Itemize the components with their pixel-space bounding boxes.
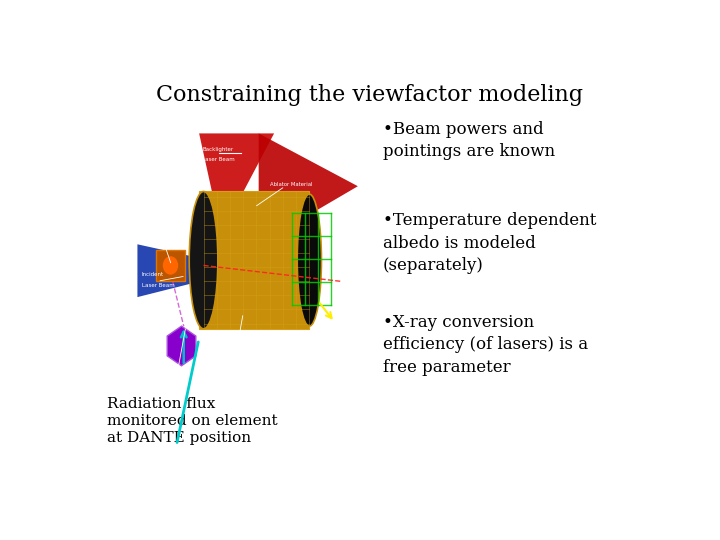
Text: Radiation flux
monitored on element
at DANTE position: Radiation flux monitored on element at D… (107, 397, 277, 445)
Text: Constraining the viewfactor modeling: Constraining the viewfactor modeling (156, 84, 582, 105)
Text: •Beam powers and
pointings are known: •Beam powers and pointings are known (383, 121, 555, 160)
Text: •X-ray conversion
efficiency (of lasers) is a
free parameter: •X-ray conversion efficiency (of lasers)… (383, 314, 588, 376)
Text: •Temperature dependent
albedo is modeled
(separately): •Temperature dependent albedo is modeled… (383, 212, 596, 274)
